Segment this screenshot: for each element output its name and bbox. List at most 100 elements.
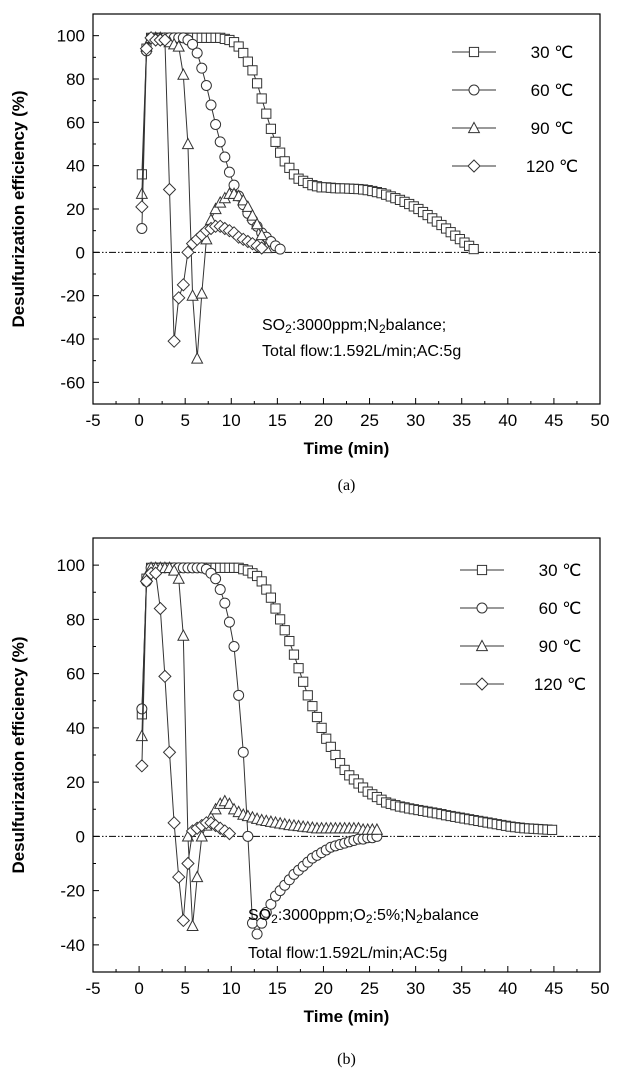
data-point <box>172 870 186 884</box>
data-point <box>265 123 277 134</box>
legend-label: 30 ℃ <box>531 43 574 62</box>
data-point <box>256 917 268 929</box>
chart-panel-2: -5 0 5 10 15 20 25 30 35 40 45 50 -40 -20 0 20 40 60 80 100… <box>9 537 610 1068</box>
y-tick-label: -40 <box>60 936 85 955</box>
data-point <box>181 829 195 842</box>
x-tick-label: 0 <box>134 979 143 998</box>
data-point <box>251 78 263 89</box>
data-point <box>135 200 149 214</box>
data-point <box>279 625 290 636</box>
data-point <box>237 746 249 758</box>
data-point <box>247 65 258 76</box>
data-point <box>135 759 149 773</box>
data-point <box>246 208 259 221</box>
y-axis-title: Desulfurization efficiency (%) <box>9 90 28 327</box>
x-tick-label: 25 <box>360 411 379 430</box>
x-tick-label: 20 <box>314 411 333 430</box>
annotation-line: SO2:3000ppm;N2balance; <box>262 317 446 336</box>
data-point <box>256 93 267 104</box>
data-point <box>219 597 231 609</box>
chart-panel-1: -5 0 5 10 15 20 25 30 35 40 45 50 -60 -40 -20 0 20 40 60 80… <box>9 13 609 494</box>
annotation-text: SO <box>262 317 285 334</box>
x-tick-label: 15 <box>268 979 287 998</box>
data-point <box>270 603 281 614</box>
data-point <box>176 278 191 292</box>
data-point <box>250 217 264 230</box>
legend-item: 90 ℃ <box>460 637 581 656</box>
legend-marker <box>468 84 480 96</box>
data-point <box>546 824 558 835</box>
x-tick-label: 50 <box>591 979 610 998</box>
data-point <box>260 906 272 918</box>
data-point <box>167 563 181 576</box>
series-triangle <box>135 561 384 931</box>
data-point <box>261 108 272 119</box>
legend-marker <box>467 159 481 173</box>
annotation-line: Total flow:1.592L/min;AC:5g <box>262 343 461 360</box>
annotation-text: :3000ppm;N <box>292 317 379 334</box>
data-point <box>223 797 236 809</box>
data-point <box>172 291 186 305</box>
data-point <box>136 223 148 234</box>
x-tick-label: 45 <box>544 411 563 430</box>
data-point <box>284 635 295 647</box>
data-point <box>468 243 479 255</box>
y-tick-label: -40 <box>60 330 85 349</box>
data-point <box>153 601 167 616</box>
x-tick-label: 5 <box>180 979 189 998</box>
y-tick-label: 60 <box>66 113 85 132</box>
legend: 30 ℃ 60 ℃ 90 ℃ 120 ℃ <box>460 561 586 694</box>
data-point <box>190 351 204 364</box>
data-point <box>275 614 286 625</box>
data-point <box>228 641 240 652</box>
x-tick-label: 35 <box>452 411 471 430</box>
data-point <box>139 41 154 56</box>
legend-marker <box>476 602 488 614</box>
legend-label: 60 ℃ <box>539 599 582 618</box>
annotation-text: :3000ppm;O <box>278 907 366 924</box>
data-point <box>265 898 277 910</box>
annotation-text: balance <box>423 907 479 924</box>
data-point <box>288 649 300 660</box>
data-point <box>223 166 235 178</box>
data-point <box>186 288 199 301</box>
x-axis-title: Time (min) <box>304 1007 390 1026</box>
data-point <box>181 245 195 260</box>
data-point <box>251 928 263 940</box>
data-point <box>167 816 181 830</box>
data-point <box>233 689 245 701</box>
x-tick-label: 20 <box>314 979 333 998</box>
panel-label: (b) <box>337 1051 356 1068</box>
legend-item: 90 ℃ <box>452 119 573 138</box>
data-point <box>265 592 277 603</box>
x-tick-label: 30 <box>406 411 425 430</box>
data-point <box>136 703 148 715</box>
data-point <box>172 572 185 584</box>
y-axis-title: Desulfurization efficiency (%) <box>9 636 28 873</box>
data-point <box>255 228 268 241</box>
data-point <box>302 690 313 701</box>
legend-label: 120 ℃ <box>534 675 586 694</box>
y-tick-label: 20 <box>66 773 85 792</box>
data-point <box>254 241 269 255</box>
data-point <box>210 119 222 130</box>
annotation-line: SO2:3000ppm;O2:5%;N2balance <box>248 907 479 926</box>
data-point <box>172 39 185 52</box>
legend-marker <box>475 677 489 691</box>
data-point <box>209 202 222 215</box>
data-point <box>195 829 209 842</box>
annotation-text: Total flow:1.592L/min;AC:5g <box>248 945 447 962</box>
legend-marker <box>475 639 489 652</box>
legend-label: 120 ℃ <box>526 157 578 176</box>
annotation-text: balance; <box>386 317 447 334</box>
x-tick-label: 35 <box>452 979 471 998</box>
legend-item: 60 ℃ <box>460 599 581 618</box>
data-point <box>176 913 191 928</box>
data-point <box>177 67 190 80</box>
series-diamond <box>135 566 237 928</box>
data-point <box>307 701 318 712</box>
x-axis-title: Time (min) <box>304 439 390 458</box>
legend-label: 30 ℃ <box>539 561 582 580</box>
series-triangle <box>135 31 273 364</box>
data-point <box>274 243 286 255</box>
